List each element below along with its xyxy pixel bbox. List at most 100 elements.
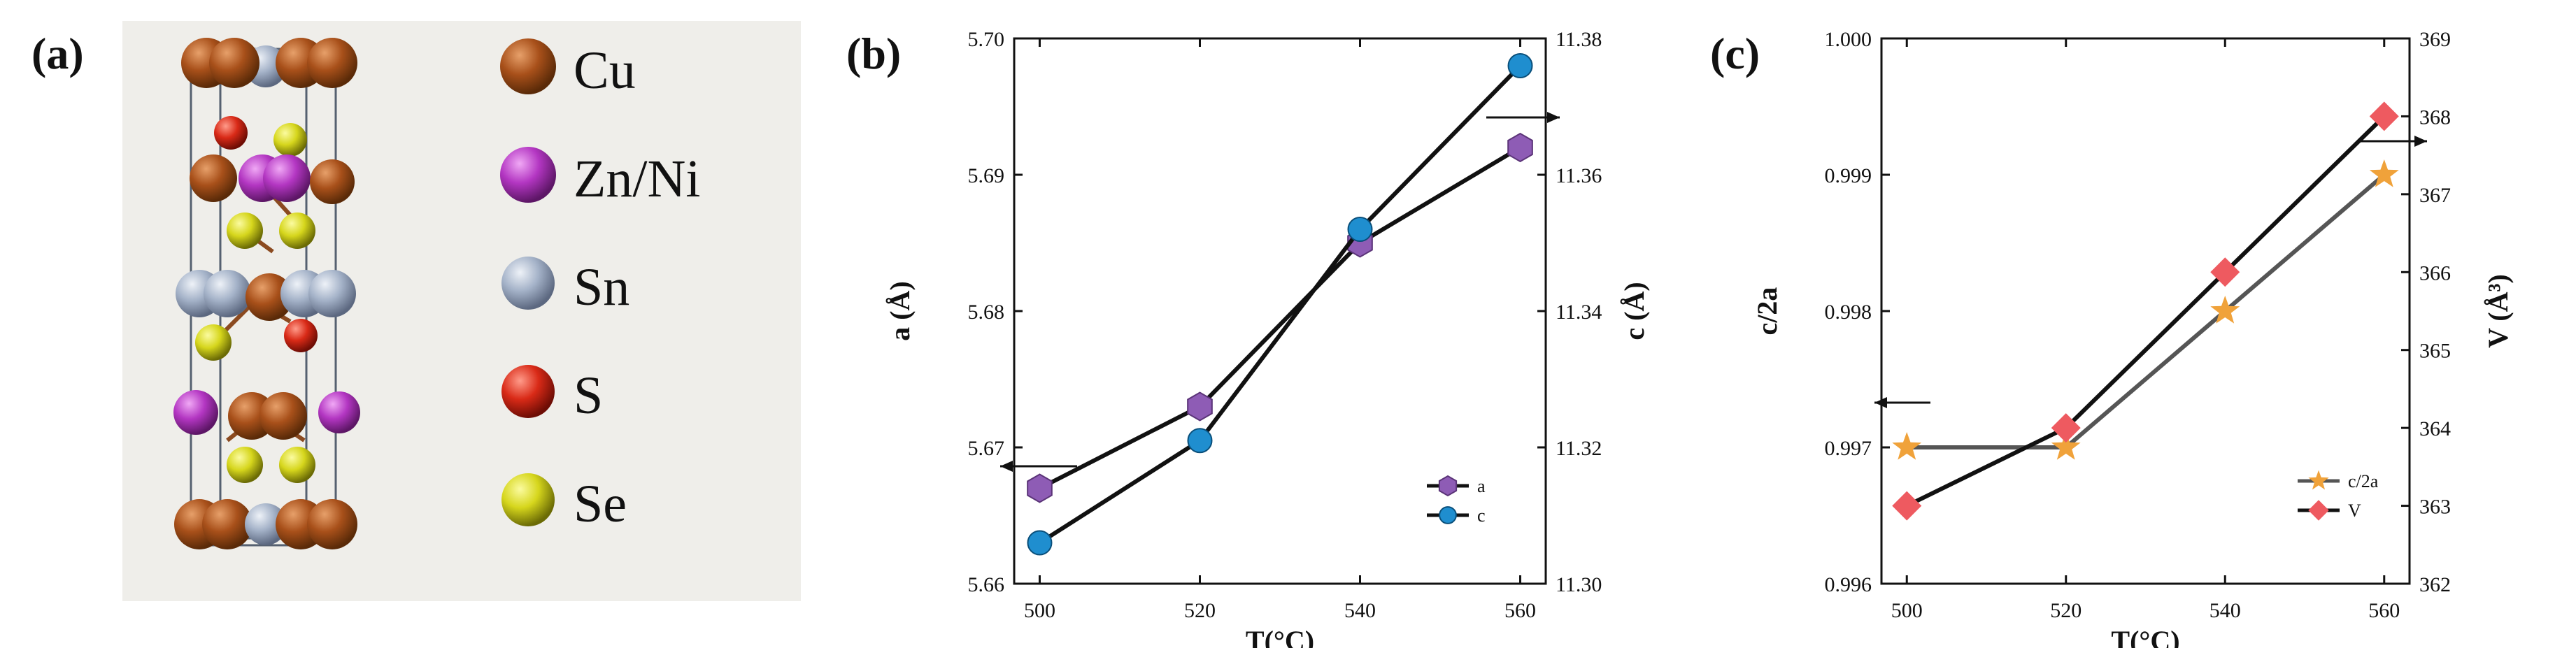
legend-marker xyxy=(2308,470,2329,490)
data-point-a xyxy=(1187,391,1213,422)
data-point-c2a xyxy=(1892,432,1922,460)
data-point-c2a xyxy=(2210,296,2240,324)
axis-arrow-head xyxy=(1547,112,1560,123)
sn-atom xyxy=(245,503,287,545)
y-left-tick-label: 5.70 xyxy=(968,28,1005,51)
cu-atom xyxy=(202,499,252,549)
x-tick-label: 500 xyxy=(1891,599,1923,622)
data-point-c xyxy=(1187,428,1213,454)
crystal-structure-image xyxy=(173,38,360,549)
zn-ni-atom xyxy=(263,154,311,202)
panel-c-label: (c) xyxy=(1710,29,1760,78)
y-left-axis-label: a (Å) xyxy=(884,281,916,341)
data-point-c xyxy=(1507,53,1533,78)
cu-atom xyxy=(310,159,355,204)
y-right-tick-label: 11.36 xyxy=(1556,164,1602,187)
data-point-c2a xyxy=(2051,432,2081,460)
y-left-tick-label: 5.67 xyxy=(968,437,1005,460)
crystal-structure-panel: Cu Zn/Ni Sn S Se xyxy=(122,21,801,601)
x-tick-label: 520 xyxy=(2050,599,2082,622)
cu-atom xyxy=(190,154,237,202)
y-right-tick-label: 369 xyxy=(2419,28,2451,51)
data-point-V xyxy=(1892,491,1922,521)
se-atom xyxy=(273,123,307,157)
data-point-V xyxy=(2051,413,2081,443)
legend-label: V xyxy=(2348,501,2361,521)
se-atom xyxy=(279,213,315,249)
x-axis-label: T(°C) xyxy=(2111,625,2179,648)
y-right-tick-label: 365 xyxy=(2419,340,2451,363)
cu-atom xyxy=(307,499,357,549)
series-line-c xyxy=(1038,64,1522,545)
y-right-tick-label: 362 xyxy=(2419,573,2451,596)
x-tick-label: 500 xyxy=(1024,599,1055,622)
cu-atom xyxy=(259,392,307,440)
data-point-a xyxy=(1027,473,1053,503)
x-tick-label: 560 xyxy=(2368,599,2400,622)
x-axis-label: T(°C) xyxy=(1246,625,1314,648)
y-left-tick-label: 0.997 xyxy=(1825,437,1872,460)
se-atom xyxy=(227,213,263,249)
ratio-volume-chart: 500 520 540 560 0.996 0.997 0.998 0.999 1.000 362… xyxy=(1751,28,2514,648)
se-atom xyxy=(279,447,315,483)
y-left-tick-label: 1.000 xyxy=(1825,28,1872,51)
cu-atom xyxy=(307,38,357,88)
se-atom xyxy=(195,324,232,361)
legend-marker xyxy=(2308,500,2329,521)
y-right-tick-label: 11.32 xyxy=(1556,437,1602,460)
zn-ni-atom xyxy=(318,391,360,433)
cu-atom xyxy=(245,273,293,321)
lattice-a-c-chart: 500 520 540 560 5.66 5.67 5.68 5.69 5.70 11.30 11.… xyxy=(884,28,1650,648)
legend-label: a xyxy=(1477,476,1486,496)
y-right-tick-label: 363 xyxy=(2419,496,2451,519)
legend-cu-label: Cu xyxy=(574,41,636,100)
cu-atom-icon xyxy=(500,38,556,94)
axis-arrow-head xyxy=(2414,136,2427,147)
legend-se-label: Se xyxy=(574,475,627,533)
legend-s-label: S xyxy=(574,366,604,425)
y-right-tick-label: 11.34 xyxy=(1556,301,1602,324)
legend-label: c/2a xyxy=(2348,471,2379,491)
y-left-tick-label: 0.996 xyxy=(1825,573,1872,596)
panel-a-label: (a) xyxy=(31,29,84,78)
y-right-tick-label: 368 xyxy=(2419,106,2451,129)
x-tick-label: 540 xyxy=(2209,599,2241,622)
x-tick-label: 540 xyxy=(1344,599,1376,622)
x-tick-label: 560 xyxy=(1504,599,1536,622)
sn-atom-icon xyxy=(501,257,555,310)
y-right-tick-label: 11.30 xyxy=(1556,573,1602,596)
cu-atom xyxy=(209,38,259,88)
y-right-tick-label: 11.38 xyxy=(1556,28,1602,51)
x-tick-label: 520 xyxy=(1184,599,1216,622)
axis-arrow-head xyxy=(1000,461,1013,472)
s-atom xyxy=(284,319,318,352)
y-left-axis-label: c/2a xyxy=(1751,287,1783,336)
data-point-V xyxy=(2369,101,2399,131)
y-left-tick-label: 0.998 xyxy=(1825,301,1872,324)
y-right-axis-label: V (Å³) xyxy=(2482,274,2514,348)
s-atom-icon xyxy=(501,365,555,418)
sn-atom xyxy=(308,270,356,317)
series-line-V xyxy=(1905,115,2386,508)
legend-marker xyxy=(1439,506,1457,524)
series-line-c2a xyxy=(1907,173,2386,449)
s-atom xyxy=(214,116,248,150)
y-left-tick-label: 5.66 xyxy=(968,573,1005,596)
legend-marker xyxy=(1438,475,1458,497)
data-point-c xyxy=(1347,217,1373,242)
zn-ni-atom-icon xyxy=(500,147,556,203)
series-line-a xyxy=(1039,145,1522,491)
y-left-tick-label: 0.999 xyxy=(1825,164,1872,187)
y-left-tick-label: 5.68 xyxy=(968,301,1005,324)
legend-label: c xyxy=(1477,505,1486,526)
sn-atom xyxy=(204,270,251,317)
data-point-V xyxy=(2210,257,2240,287)
y-right-axis-label: c (Å) xyxy=(1618,282,1650,340)
se-atom xyxy=(227,447,263,483)
data-point-a xyxy=(1507,132,1533,163)
data-point-c2a xyxy=(2369,159,2399,187)
legend-zn-ni-label: Zn/Ni xyxy=(574,150,701,208)
panel-b-label: (b) xyxy=(846,29,902,78)
y-right-tick-label: 367 xyxy=(2419,184,2451,207)
y-right-tick-label: 366 xyxy=(2419,261,2451,285)
